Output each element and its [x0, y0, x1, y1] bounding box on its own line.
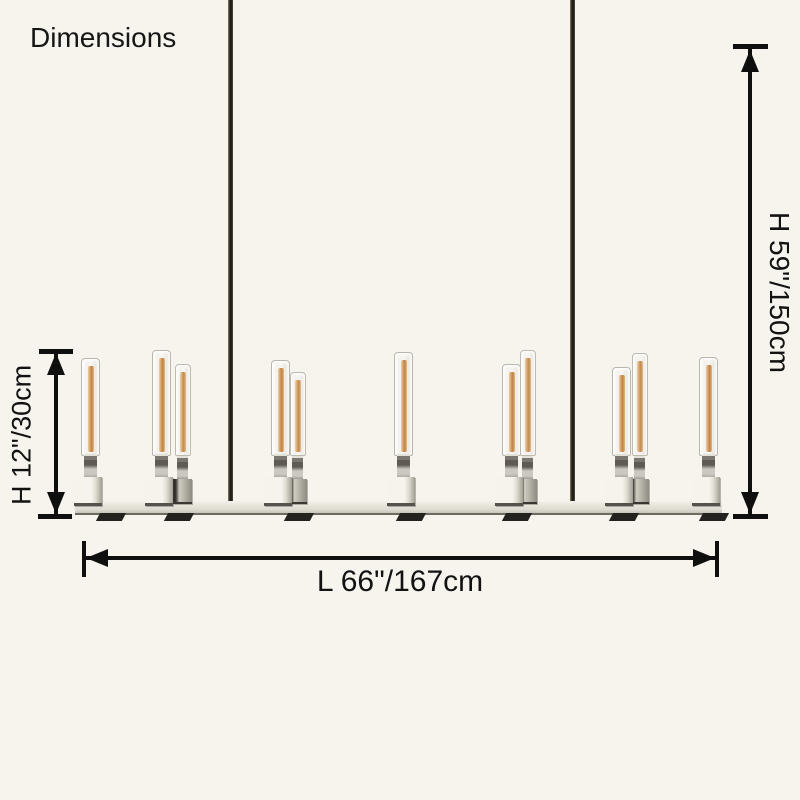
candle-holder [630, 479, 649, 504]
candle-holder [264, 477, 292, 506]
arrow-up-icon [741, 50, 759, 72]
hanging-rod [228, 0, 233, 502]
bulb-filament [87, 366, 94, 452]
dimension-cap [733, 44, 768, 49]
glass-tube [81, 358, 100, 456]
dimension-cap [38, 514, 72, 519]
bulb-filament [158, 358, 165, 452]
bulb-socket [397, 454, 410, 480]
arrow-down-icon [741, 492, 759, 514]
bar-shadow [395, 513, 427, 521]
bulb-filament [508, 372, 515, 452]
bar-shadow [608, 513, 640, 521]
bulb-filament [277, 368, 284, 452]
dimension-line [54, 352, 58, 517]
bulb-socket [84, 454, 97, 480]
bar-shadow [95, 513, 127, 521]
bar-shadow [163, 513, 195, 521]
bulb-filament [180, 372, 186, 452]
bulb-socket [702, 454, 715, 480]
page-title: Dimensions [30, 22, 177, 53]
length-label: L 66"/167cm [316, 565, 484, 598]
candle-holder [173, 479, 192, 504]
dimension-line [84, 556, 717, 560]
bulb-socket [155, 454, 168, 480]
candle-holder [692, 477, 720, 506]
glass-tube [502, 364, 521, 456]
bulb-socket [522, 456, 533, 480]
glass-tube [520, 350, 536, 456]
overall-height-label: H 59"/150cm [764, 211, 795, 373]
arrow-down-icon [47, 492, 65, 514]
dimension-cap [715, 541, 719, 577]
bar-shadow [501, 513, 533, 521]
bulb-filament [295, 380, 301, 452]
candle-holder [145, 477, 173, 506]
bulb-socket [634, 456, 645, 480]
candle-holder [387, 477, 415, 506]
bar-shadow [283, 513, 315, 521]
glass-tube [612, 367, 631, 456]
bulb-filament [525, 358, 531, 452]
dimension-cap [733, 514, 768, 519]
dimension-line [748, 48, 752, 516]
bar-shadow [698, 513, 730, 521]
candle-holder [495, 477, 523, 506]
arrow-up-icon [47, 353, 65, 375]
bulb-socket [292, 456, 303, 480]
candle-holder [74, 477, 102, 506]
bulb-socket [615, 454, 628, 480]
candle-holder [288, 479, 307, 504]
bulb-filament [618, 375, 625, 452]
glass-tube [271, 360, 290, 456]
bulb-filament [400, 360, 407, 452]
dimension-cap [39, 349, 73, 354]
bulb-socket [505, 454, 518, 480]
bulb-filament [705, 365, 712, 452]
glass-tube [175, 364, 191, 456]
glass-tube [699, 357, 718, 456]
arrow-left-icon [86, 549, 108, 567]
fixture-height-label: H 12"/30cm [6, 364, 37, 506]
bulb-socket [177, 456, 188, 480]
bulb-socket [274, 454, 287, 480]
glass-tube [290, 372, 306, 456]
glass-tube [394, 352, 413, 456]
candle-holder [605, 477, 633, 506]
dimension-cap [82, 541, 86, 577]
arrow-right-icon [693, 549, 715, 567]
hanging-rod [570, 0, 575, 502]
glass-tube [152, 350, 171, 456]
glass-tube [632, 353, 648, 456]
bulb-filament [637, 361, 643, 452]
